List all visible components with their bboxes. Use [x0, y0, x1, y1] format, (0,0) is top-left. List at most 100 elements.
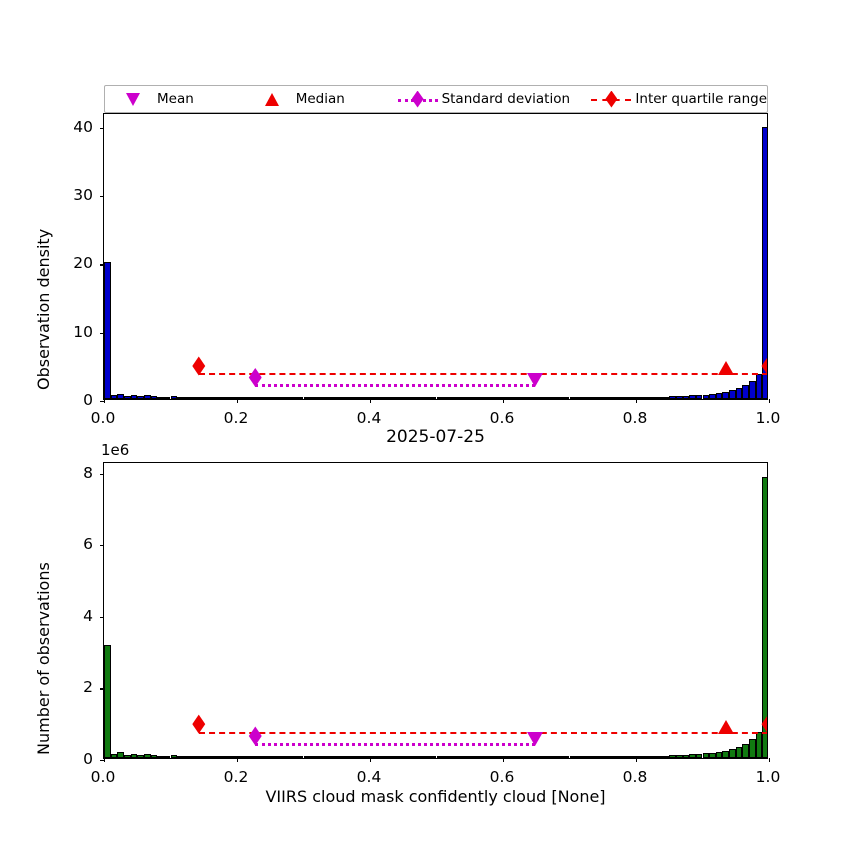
histogram-bar: [256, 756, 264, 758]
histogram-bar: [217, 397, 224, 399]
histogram-bar: [190, 397, 198, 399]
y-tick-label: 0: [83, 750, 93, 768]
histogram-bar: [562, 756, 570, 758]
histogram-bar: [562, 397, 570, 399]
median-marker: [718, 719, 735, 734]
histogram-bar: [636, 756, 643, 758]
histogram-bar: [110, 753, 118, 758]
y-tick-label: 6: [83, 535, 93, 554]
histogram-bar: [609, 756, 617, 758]
histogram-bar: [396, 756, 404, 758]
histogram-bar: [675, 396, 683, 399]
histogram-bar: [669, 755, 676, 758]
chart-title: 2025-07-25: [386, 427, 485, 447]
x-tick-label: 0.0: [90, 768, 116, 786]
standard-deviation-line: [255, 742, 535, 746]
histogram-bar: [336, 756, 344, 758]
histogram-bar: [476, 397, 484, 399]
histogram-bar: [210, 397, 218, 399]
legend-entry-mean: Mean: [111, 86, 250, 112]
x-tick: [503, 758, 505, 762]
histogram-bar: [729, 390, 736, 399]
histogram-bar: [655, 755, 663, 758]
histogram-bar: [310, 397, 317, 399]
histogram-bar: [529, 756, 537, 758]
histogram-bar: [589, 397, 597, 399]
histogram-bar: [609, 397, 617, 399]
histogram-bar: [695, 753, 703, 758]
histogram-bar: [330, 397, 337, 399]
histogram-bar: [163, 396, 171, 399]
histogram-bar: [596, 756, 603, 758]
histogram-bar: [290, 756, 297, 758]
histogram-bar: [536, 756, 543, 758]
y-tick: [100, 264, 104, 266]
histogram-bar: [429, 756, 437, 758]
y-tick: [100, 401, 104, 403]
histogram-bar: [516, 756, 523, 758]
histogram-bar: [183, 756, 191, 758]
y-axis-label-top: Observation density: [34, 228, 53, 390]
histogram-bar: [123, 754, 131, 758]
histogram-bar: [403, 756, 410, 758]
histogram-bar: [296, 756, 304, 758]
histogram-bar: [762, 477, 767, 758]
y-tick: [100, 545, 104, 547]
histogram-bar: [110, 394, 118, 399]
histogram-bar: [649, 396, 656, 399]
histogram-bar: [303, 756, 311, 758]
histogram-bar: [170, 755, 178, 758]
mean-marker: [526, 731, 543, 746]
histogram-bar: [423, 397, 430, 399]
histogram-bar: [729, 749, 736, 758]
iqr-high-marker: [761, 356, 767, 376]
x-tick-label: 1.0: [755, 768, 781, 786]
histogram-bar: [230, 397, 237, 399]
histogram-bar: [582, 397, 590, 399]
histogram-bar: [383, 756, 390, 758]
histogram-bar: [742, 385, 750, 399]
iqr-low-marker: [192, 714, 206, 734]
histogram-bar: [483, 756, 490, 758]
histogram-bar: [104, 645, 111, 758]
histogram-bar: [649, 755, 656, 758]
histogram-bar: [536, 397, 543, 399]
histogram-bar: [576, 756, 583, 758]
diamond-icon: [411, 90, 424, 108]
histogram-bar: [616, 397, 623, 399]
histogram-bar: [203, 756, 211, 758]
y-tick-label: 2: [83, 678, 93, 697]
y-tick-label: 10: [73, 322, 93, 341]
histogram-bar: [569, 756, 577, 758]
histogram-bar: [416, 397, 424, 399]
histogram-bar: [310, 756, 317, 758]
histogram-bar: [157, 396, 164, 399]
histogram-bar: [250, 756, 257, 758]
histogram-bar: [509, 397, 517, 399]
histogram-bar: [143, 754, 151, 758]
histogram-bar: [263, 756, 271, 758]
histogram-bar: [715, 393, 723, 399]
histogram-bar: [655, 396, 663, 399]
y-tick: [100, 688, 104, 690]
x-axis-label: VIIRS cloud mask confidently cloud [None…: [265, 787, 606, 806]
y-tick-label: 30: [73, 186, 93, 204]
histogram-bar: [183, 397, 191, 399]
x-tick: [769, 399, 771, 403]
histogram-bar: [270, 756, 277, 758]
histogram-bar: [522, 756, 530, 758]
x-tick: [104, 758, 106, 762]
histogram-bar: [223, 756, 231, 758]
histogram-bar: [256, 397, 264, 399]
histogram-bar: [123, 395, 131, 399]
histogram-bar: [642, 756, 650, 758]
histogram-bar: [237, 397, 244, 399]
legend-handle-mean: [111, 89, 155, 109]
histogram-bar: [709, 752, 716, 758]
histogram-bar: [197, 756, 204, 758]
histogram-bar: [715, 751, 723, 758]
histogram-bar: [330, 756, 337, 758]
histogram-bar: [443, 756, 450, 758]
histogram-bar: [117, 752, 124, 758]
histogram-bar: [542, 756, 550, 758]
